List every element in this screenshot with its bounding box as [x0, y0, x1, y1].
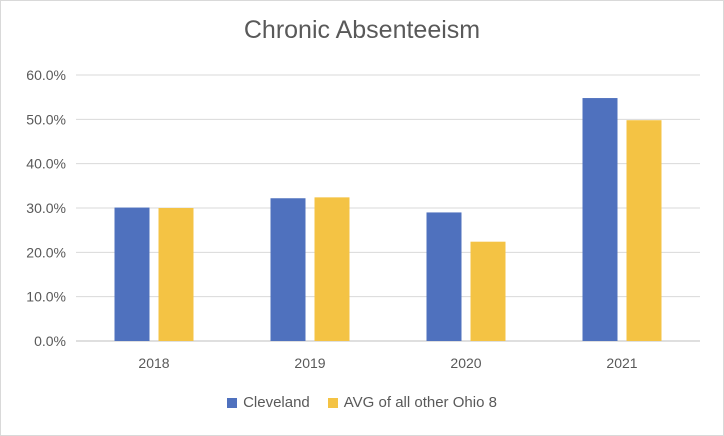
bar-cleveland-2018	[114, 207, 150, 341]
bar-cleveland-2021	[582, 98, 618, 341]
legend-label-cleveland: Cleveland	[243, 394, 310, 411]
x-tick-label: 2021	[606, 355, 637, 371]
bar-ohio8-2018	[158, 208, 194, 341]
bar-ohio8-2019	[314, 197, 350, 341]
y-tick-label: 40.0%	[26, 156, 66, 172]
y-tick-label: 10.0%	[26, 289, 66, 305]
x-tick-label: 2019	[294, 355, 325, 371]
y-tick-label: 50.0%	[26, 111, 66, 127]
y-tick-label: 60.0%	[26, 67, 66, 83]
x-tick-label: 2018	[138, 355, 169, 371]
legend-swatch-cleveland	[227, 397, 238, 408]
bar-cleveland-2019	[270, 198, 306, 341]
legend-item-cleveland: Cleveland	[227, 394, 310, 411]
y-tick-label: 30.0%	[26, 200, 66, 216]
y-tick-label: 0.0%	[34, 333, 66, 349]
y-tick-label: 20.0%	[26, 244, 66, 260]
legend-swatch-ohio8	[327, 397, 338, 408]
legend-label-ohio8: AVG of all other Ohio 8	[343, 394, 497, 411]
chart-title: Chronic Absenteeism	[243, 16, 481, 44]
bar-ohio8-2020	[470, 241, 506, 341]
chart-legend: Cleveland AVG of all other Ohio 8	[0, 394, 724, 411]
x-tick-label: 2020	[450, 355, 481, 371]
bar-ohio8-2021	[626, 120, 662, 341]
legend-item-ohio8: AVG of all other Ohio 8	[327, 394, 497, 411]
bar-cleveland-2020	[426, 212, 462, 341]
